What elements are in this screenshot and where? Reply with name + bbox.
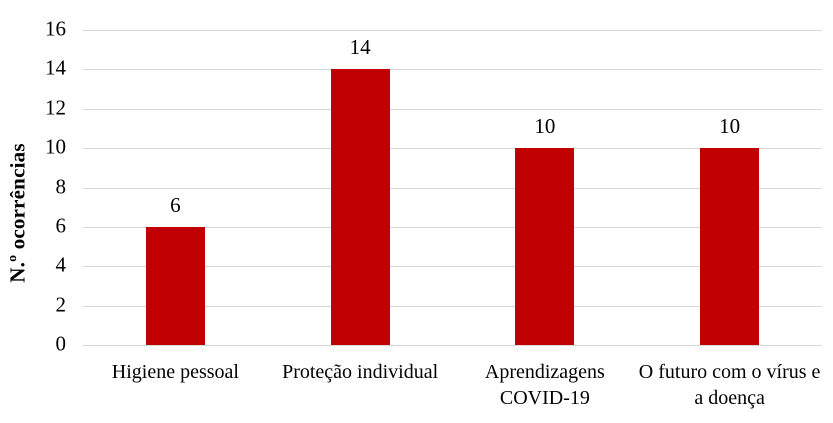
x-axis-label: Aprendizagens COVID-19: [484, 361, 605, 409]
bar-value-label: 10: [719, 114, 741, 139]
y-axis-title: N.º ocorrências: [5, 143, 30, 283]
bar: [330, 69, 390, 345]
gridline: [83, 226, 822, 228]
y-tick-label: 16: [45, 16, 66, 41]
y-tick-label: 8: [55, 174, 67, 199]
gridline: [83, 69, 822, 71]
x-axis-label: Proteção individual: [282, 361, 439, 383]
gridline: [83, 108, 822, 110]
bar: [145, 226, 205, 345]
gridline: [83, 148, 822, 150]
y-tick-label: 4: [55, 252, 67, 277]
y-tick-label: 12: [45, 95, 66, 120]
gridline: [83, 30, 822, 31]
x-axis-label: O futuro com o vírus e a doença: [638, 361, 821, 409]
y-tick-label: 14: [45, 56, 66, 81]
gridline: [83, 187, 822, 189]
bar-value-label: 6: [170, 192, 181, 217]
gridline: [83, 345, 822, 346]
gridline: [83, 305, 822, 307]
y-tick-label: 6: [55, 213, 67, 238]
bar-value-label: 10: [534, 114, 556, 139]
y-tick-label: 2: [55, 292, 67, 317]
plot-area: 0 2 4 6 8 10 12 14 16 6 Higiene pessoal 14 Proteção …: [45, 18, 822, 409]
bar: [700, 148, 760, 345]
gridline: [83, 266, 822, 268]
x-axis-label: Higiene pessoal: [111, 361, 239, 383]
bar-value-label: 14: [349, 35, 371, 60]
y-tick-label: 10: [45, 134, 66, 159]
bar: [515, 148, 575, 345]
y-tick-label: 0: [55, 331, 67, 356]
